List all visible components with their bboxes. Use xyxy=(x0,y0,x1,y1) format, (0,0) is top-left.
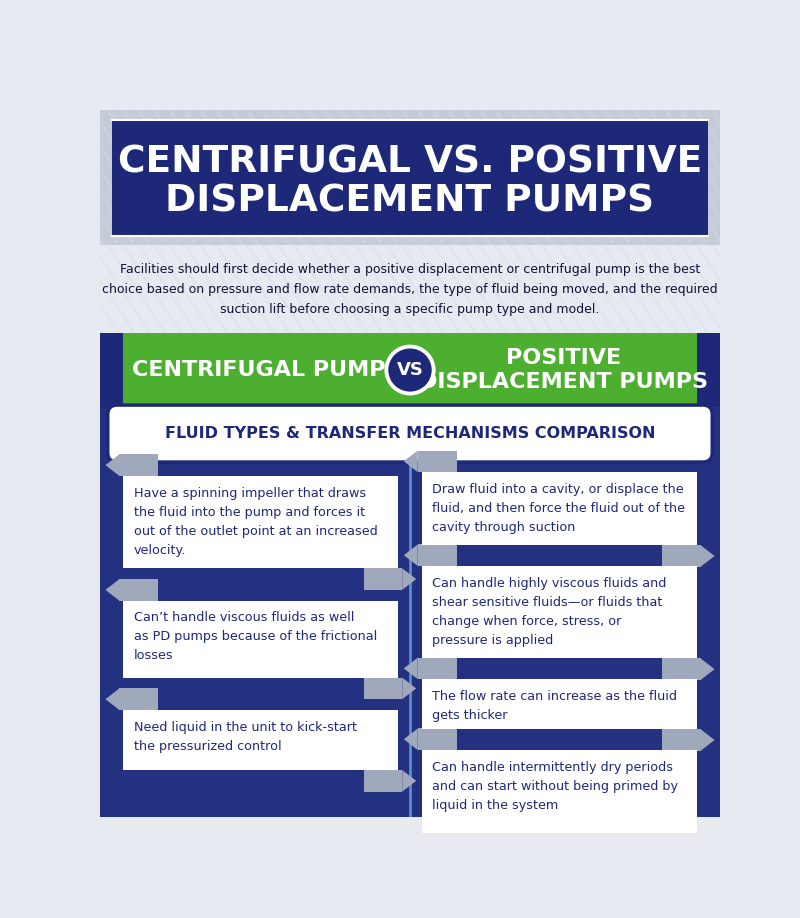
Polygon shape xyxy=(701,834,714,855)
Text: VS: VS xyxy=(397,361,423,379)
Bar xyxy=(422,750,697,834)
Text: Can’t handle viscous fluids as well
as PD pumps because of the frictional
losses: Can’t handle viscous fluids as well as P… xyxy=(134,611,378,663)
Polygon shape xyxy=(662,545,701,566)
Bar xyxy=(112,120,708,236)
Bar xyxy=(123,710,398,770)
Text: Facilities should first decide whether a positive displacement or centrifugal pu: Facilities should first decide whether a… xyxy=(102,263,718,316)
Polygon shape xyxy=(119,454,158,476)
Bar xyxy=(697,333,720,407)
Polygon shape xyxy=(119,688,158,710)
Circle shape xyxy=(385,344,435,396)
Text: Need liquid in the unit to kick-start
the pressurized control: Need liquid in the unit to kick-start th… xyxy=(134,721,357,753)
Circle shape xyxy=(388,349,432,392)
Bar xyxy=(100,110,720,245)
Polygon shape xyxy=(363,568,402,590)
Text: Can handle intermittently dry periods
and can start without being primed by
liqu: Can handle intermittently dry periods an… xyxy=(433,761,678,812)
Bar xyxy=(100,333,123,407)
Bar xyxy=(100,245,720,333)
Bar xyxy=(123,476,398,568)
Polygon shape xyxy=(701,729,714,751)
Polygon shape xyxy=(363,677,402,700)
Polygon shape xyxy=(106,454,119,476)
Polygon shape xyxy=(106,579,119,600)
Bar xyxy=(100,407,720,817)
Polygon shape xyxy=(701,658,714,680)
Polygon shape xyxy=(404,657,418,679)
Polygon shape xyxy=(404,729,418,750)
FancyBboxPatch shape xyxy=(108,405,712,462)
Text: The flow rate can increase as the fluid
gets thicker: The flow rate can increase as the fluid … xyxy=(433,690,678,722)
Polygon shape xyxy=(119,579,158,600)
Polygon shape xyxy=(404,544,418,566)
Text: Have a spinning impeller that draws
the fluid into the pump and forces it
out of: Have a spinning impeller that draws the … xyxy=(134,487,378,556)
Polygon shape xyxy=(701,545,714,566)
Bar xyxy=(100,333,720,407)
Polygon shape xyxy=(363,770,402,791)
Text: DISPLACEMENT PUMPS: DISPLACEMENT PUMPS xyxy=(166,183,654,219)
Polygon shape xyxy=(402,568,416,590)
Polygon shape xyxy=(418,657,457,679)
Polygon shape xyxy=(402,677,416,700)
Polygon shape xyxy=(418,451,457,472)
Polygon shape xyxy=(418,729,457,750)
Bar xyxy=(123,600,398,677)
Text: CENTRIFUGAL VS. POSITIVE: CENTRIFUGAL VS. POSITIVE xyxy=(118,144,702,181)
Text: POSITIVE
DISPLACEMENT PUMPS: POSITIVE DISPLACEMENT PUMPS xyxy=(419,348,708,392)
Polygon shape xyxy=(418,544,457,566)
Bar xyxy=(422,472,697,545)
Polygon shape xyxy=(402,770,416,791)
Polygon shape xyxy=(404,451,418,472)
Text: Can handle highly viscous fluids and
shear sensitive fluids—or fluids that
chang: Can handle highly viscous fluids and she… xyxy=(433,577,667,647)
Polygon shape xyxy=(662,834,701,855)
Polygon shape xyxy=(662,658,701,680)
Text: CENTRIFUGAL PUMPS: CENTRIFUGAL PUMPS xyxy=(132,360,402,380)
Text: FLUID TYPES & TRANSFER MECHANISMS COMPARISON: FLUID TYPES & TRANSFER MECHANISMS COMPAR… xyxy=(165,426,655,441)
Polygon shape xyxy=(662,729,701,751)
Text: Draw fluid into a cavity, or displace the
fluid, and then force the fluid out of: Draw fluid into a cavity, or displace th… xyxy=(433,483,686,534)
Bar xyxy=(422,679,697,729)
Bar xyxy=(422,566,697,658)
Polygon shape xyxy=(106,688,119,710)
